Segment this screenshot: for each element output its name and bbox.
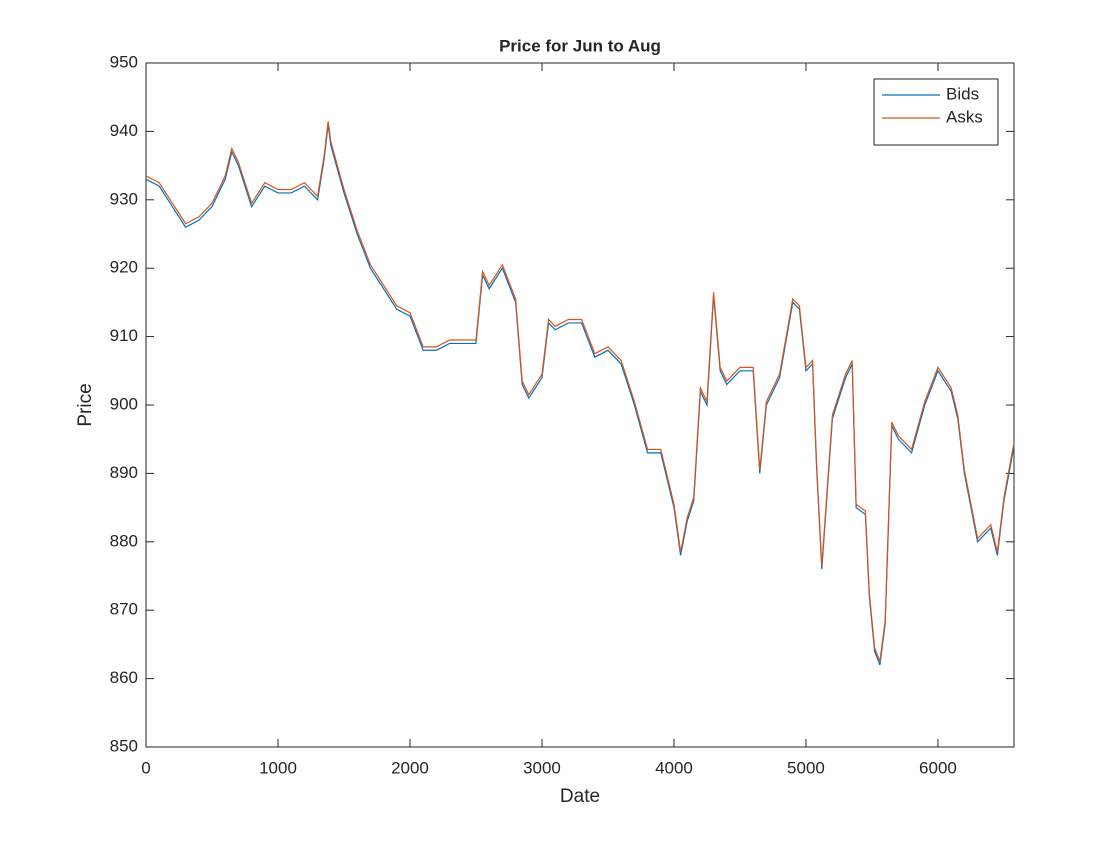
legend-label: Asks [946,107,983,126]
legend-label: Bids [946,84,979,103]
x-tick-label: 0 [141,758,150,777]
y-tick-label: 890 [110,463,138,482]
y-tick-label: 860 [110,668,138,687]
chart-title: Price for Jun to Aug [499,36,661,55]
x-tick-label: 3000 [523,758,561,777]
y-tick-label: 870 [110,600,138,619]
y-tick-label: 920 [110,258,138,277]
y-tick-label: 940 [110,121,138,140]
data-line [145,121,1015,662]
x-tick-label: 2000 [391,758,429,777]
x-tick-label: 5000 [787,758,825,777]
y-tick-label: 900 [110,394,138,413]
x-tick-label: 1000 [259,758,297,777]
x-tick-label: 6000 [919,758,957,777]
y-tick-label: 910 [110,326,138,345]
y-axis-label: Price [75,383,96,426]
y-tick-label: 850 [110,736,138,755]
plot-area [145,62,1015,748]
y-tick-label: 950 [110,52,138,71]
legend-box [873,78,999,146]
y-tick-label: 930 [110,189,138,208]
y-tick-label: 880 [110,531,138,550]
x-axis-label: Date [560,786,600,807]
x-tick-label: 4000 [655,758,693,777]
